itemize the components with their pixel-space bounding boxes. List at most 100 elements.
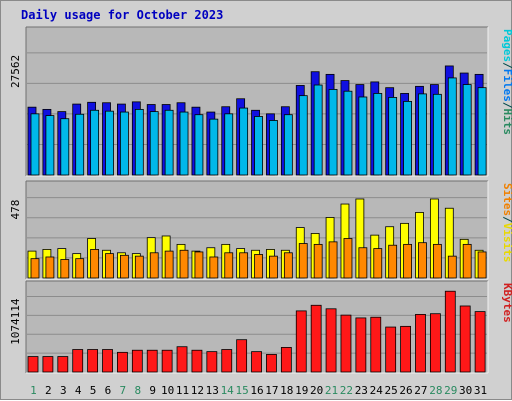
kbytes-bar-kbytes-28 [429, 313, 441, 373]
x-tick-label-1: 1 [30, 384, 37, 397]
x-tick-label-23: 23 [355, 384, 368, 397]
hits-bar-files-19 [298, 95, 308, 176]
visits-bar-sites-13 [209, 256, 219, 279]
hits-bar-files-1 [30, 113, 40, 176]
visits-bar-sites-25 [388, 244, 398, 279]
hits-bar-files-2 [45, 115, 55, 176]
kbytes-bar-kbytes-19 [295, 310, 307, 373]
visits-bar-sites-9 [149, 252, 159, 279]
x-tick-label-21: 21 [325, 384, 338, 397]
kbytes-bar-kbytes-14 [221, 349, 233, 373]
hits-bar-files-22 [343, 90, 353, 176]
visits-bar-sites-24 [373, 248, 383, 279]
x-tick-label-14: 14 [221, 384, 235, 397]
kbytes-bar-kbytes-25 [385, 326, 397, 373]
hits-bar-files-10 [164, 109, 174, 176]
hits-bar-files-12 [194, 114, 204, 176]
kbytes-bar-kbytes-18 [280, 347, 292, 373]
x-tick-label-25: 25 [385, 384, 398, 397]
hits-legend-item-3: / [501, 102, 512, 109]
kbytes-bar-kbytes-15 [236, 339, 248, 373]
visits-bar-sites-22 [343, 238, 353, 279]
visits-bar-sites-18 [283, 252, 293, 279]
visits-bar-sites-10 [164, 250, 174, 279]
visits-bar-sites-28 [432, 243, 442, 279]
x-tick-label-12: 12 [191, 384, 204, 397]
x-tick-label-20: 20 [310, 384, 323, 397]
visits-bar-sites-23 [358, 247, 368, 279]
hits-legend-item-4: Hits [501, 109, 512, 136]
visits-bar-sites-29 [447, 255, 457, 279]
visits-bar-sites-16 [254, 254, 263, 279]
hits-legend-item-1: / [501, 62, 512, 69]
hits-legend-item-0: Pages [501, 29, 512, 62]
kbytes-bar-kbytes-4 [72, 349, 84, 373]
visits-bar-sites-5 [90, 249, 100, 279]
visits-bar-sites-19 [298, 243, 308, 279]
visits-bar-sites-11 [179, 249, 189, 279]
x-tick-label-2: 2 [45, 384, 52, 397]
x-tick-label-17: 17 [265, 384, 278, 397]
visits-bar-sites-21 [328, 241, 338, 279]
visits-legend: Sites/Visits [501, 183, 512, 263]
kbytes-bar-kbytes-26 [400, 325, 411, 373]
x-tick-label-9: 9 [149, 384, 156, 397]
kbytes-bar-kbytes-11 [176, 346, 188, 373]
x-tick-label-22: 22 [340, 384, 353, 397]
kbytes-bar-kbytes-6 [102, 349, 113, 373]
kbytes-bar-kbytes-30 [459, 305, 471, 373]
visits-bar-sites-3 [60, 259, 70, 279]
hits-axis-max-label: 27562 [9, 55, 22, 88]
x-tick-label-11: 11 [176, 384, 189, 397]
hits-bar-files-7 [120, 111, 129, 176]
x-tick-label-5: 5 [90, 384, 97, 397]
kbytes-bar-kbytes-13 [206, 351, 218, 373]
kbytes-bar-kbytes-29 [444, 290, 456, 373]
hits-bar-files-24 [373, 93, 383, 176]
kbytes-bar-kbytes-24 [370, 316, 382, 373]
hits-bar-files-5 [90, 109, 100, 176]
hits-bar-files-9 [149, 111, 159, 176]
visits-bar-sites-20 [313, 243, 323, 279]
hits-bar-files-28 [432, 93, 442, 176]
visits-axis-max-label: 478 [9, 200, 22, 220]
kbytes-bar-kbytes-16 [251, 351, 262, 373]
x-tick-label-28: 28 [429, 384, 442, 397]
hits-bar-files-17 [269, 120, 278, 176]
kbytes-bar-kbytes-8 [131, 349, 143, 373]
x-tick-label-19: 19 [295, 384, 308, 397]
x-tick-label-6: 6 [105, 384, 112, 397]
visits-bar-sites-30 [462, 243, 472, 279]
kbytes-legend: KBytes [501, 283, 512, 323]
visits-bar-sites-1 [30, 258, 40, 279]
hits-bar-files-20 [313, 84, 323, 176]
kbytes-bar-kbytes-3 [57, 356, 69, 373]
x-tick-label-4: 4 [75, 384, 82, 397]
visits-bar-sites-14 [224, 252, 234, 279]
hits-legend-item-2: Files [501, 69, 512, 102]
x-tick-label-8: 8 [134, 384, 141, 397]
x-tick-label-27: 27 [414, 384, 427, 397]
hits-bar-files-26 [403, 101, 412, 176]
x-tick-label-26: 26 [399, 384, 412, 397]
x-tick-label-30: 30 [459, 384, 472, 397]
visits-bar-sites-12 [194, 251, 204, 279]
hits-bar-files-15 [239, 107, 249, 176]
hits-bar-files-14 [224, 113, 234, 176]
hits-bar-files-31 [477, 87, 487, 176]
kbytes-axis-max-label: 1074114 [9, 298, 22, 345]
hits-bar-files-13 [209, 118, 219, 176]
x-tick-label-3: 3 [60, 384, 67, 397]
kbytes-bar-kbytes-10 [161, 349, 173, 373]
visits-bar-sites-2 [45, 256, 55, 279]
hits-bar-files-29 [447, 77, 457, 176]
visits-bar-sites-6 [105, 253, 114, 279]
x-tick-label-31: 31 [474, 384, 487, 397]
kbytes-bar-kbytes-12 [191, 349, 203, 373]
hits-bar-files-4 [75, 113, 85, 176]
hits-bar-files-18 [283, 114, 293, 176]
visits-bar-sites-17 [269, 255, 278, 279]
